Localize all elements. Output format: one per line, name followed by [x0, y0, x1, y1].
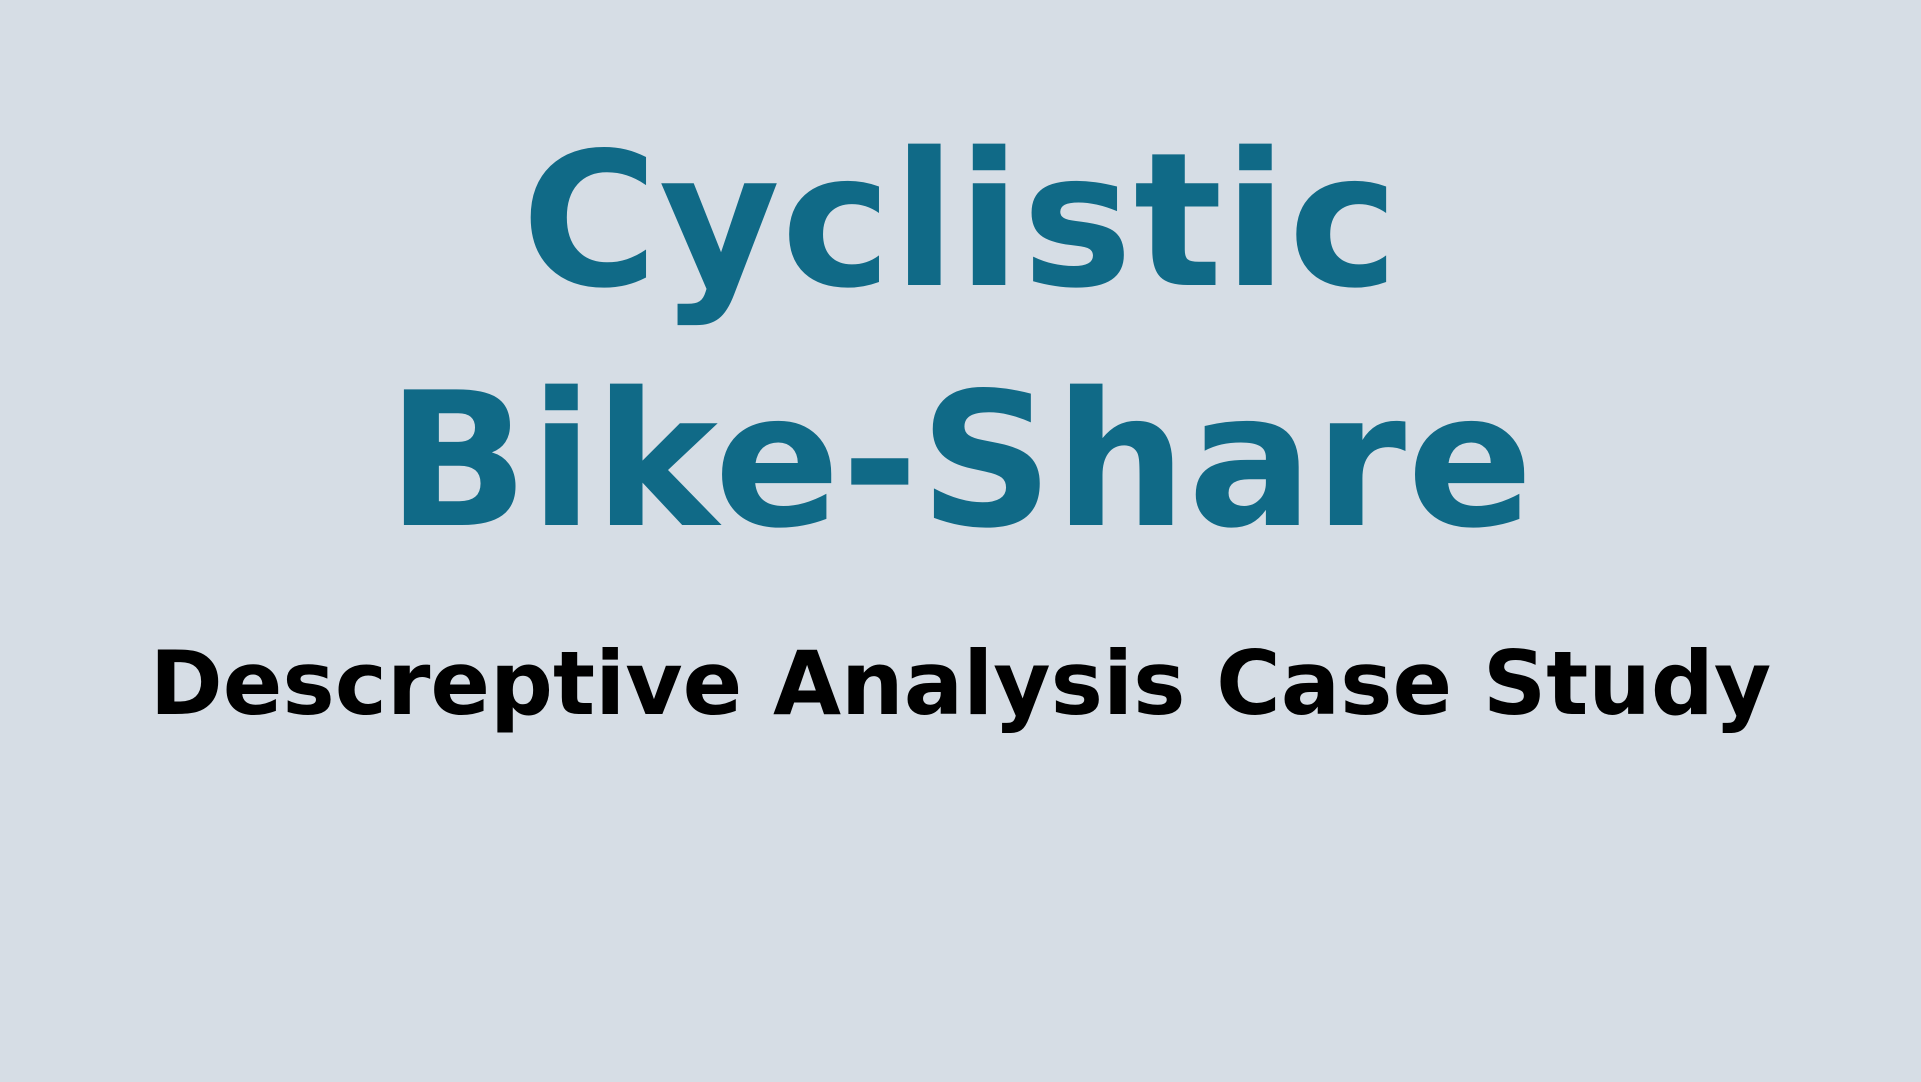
title-line-2: Bike-Share	[386, 352, 1535, 569]
subtitle: Descreptive Analysis Case Study	[149, 632, 1772, 735]
title-line-1: Cyclistic	[521, 112, 1400, 329]
